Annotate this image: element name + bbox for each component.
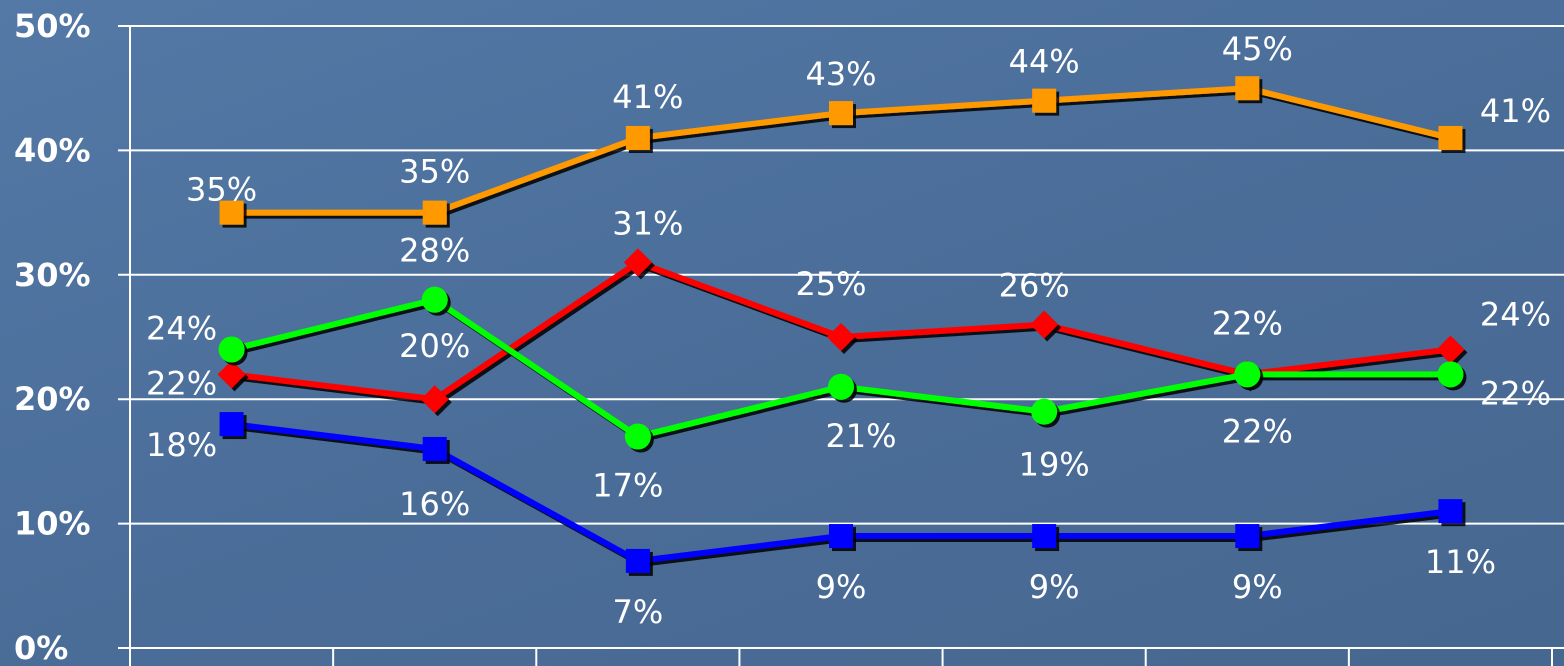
data-label: 35%	[399, 153, 470, 191]
data-label: 41%	[612, 78, 683, 116]
data-label: 31%	[612, 204, 683, 242]
data-point-marker	[219, 200, 244, 225]
data-point-marker	[422, 200, 447, 225]
data-point-marker	[829, 524, 853, 549]
data-label: 7%	[612, 593, 663, 631]
data-point-marker	[1437, 361, 1464, 388]
series-3	[219, 412, 1463, 573]
data-point-marker	[1030, 310, 1059, 339]
data-point-marker	[1436, 335, 1465, 364]
data-label: 22%	[146, 364, 217, 402]
data-label: 19%	[1019, 446, 1090, 484]
data-point-marker	[827, 323, 855, 351]
data-point-marker	[625, 125, 650, 150]
data-point-marker	[625, 548, 650, 573]
y-tick-label: 40%	[14, 131, 91, 169]
data-point-marker	[422, 436, 447, 461]
series-0	[219, 76, 1463, 225]
data-label: 44%	[1009, 43, 1080, 81]
data-label-layer: 35% 35% 41% 43% 44% 45% 41% 22% 20% 31% 25% 26% 22% 2…	[146, 30, 1551, 631]
data-point-marker	[828, 373, 854, 400]
data-label: 24%	[1480, 295, 1551, 333]
data-label: 22%	[1212, 304, 1283, 342]
data-point-marker	[1234, 361, 1261, 388]
data-label: 17%	[592, 467, 663, 505]
data-point-marker	[217, 360, 246, 389]
data-label: 9%	[1232, 568, 1283, 606]
data-label: 28%	[399, 232, 470, 270]
data-point-marker	[1031, 398, 1058, 425]
data-point-marker	[1032, 524, 1057, 549]
data-label: 21%	[825, 417, 896, 455]
data-label: 45%	[1222, 30, 1293, 68]
data-point-marker	[421, 286, 448, 313]
data-point-marker	[624, 423, 651, 450]
data-label: 22%	[1222, 412, 1293, 450]
y-tick-label: 10%	[14, 505, 91, 543]
data-label: 9%	[816, 568, 867, 606]
data-point-marker	[219, 412, 244, 437]
data-label: 24%	[146, 309, 217, 347]
series-layer	[217, 76, 1465, 573]
data-label: 9%	[1029, 568, 1080, 606]
data-label: 18%	[146, 426, 217, 464]
data-point-marker	[420, 385, 449, 414]
data-point-marker	[623, 248, 652, 277]
data-point-marker	[1438, 499, 1463, 524]
data-point-marker	[218, 336, 245, 363]
data-label: 16%	[399, 485, 470, 523]
y-tick-label: 50%	[14, 7, 91, 45]
data-point-marker	[1235, 524, 1260, 549]
data-label: 11%	[1425, 543, 1496, 581]
data-point-marker	[1032, 88, 1057, 113]
data-label: 22%	[1480, 374, 1551, 412]
data-label: 25%	[795, 265, 866, 303]
axis-layer: 0% 10% 20% 30% 40% 50%	[14, 7, 1553, 666]
data-label: 43%	[805, 55, 876, 93]
data-label: 35%	[186, 171, 257, 209]
y-tick-label: 0%	[14, 629, 68, 666]
data-point-marker	[1235, 76, 1260, 101]
data-label: 41%	[1480, 92, 1551, 130]
data-label: 26%	[999, 267, 1070, 305]
y-tick-label: 30%	[14, 256, 91, 294]
y-tick-label: 20%	[14, 380, 91, 418]
data-label: 20%	[399, 327, 470, 365]
data-point-marker	[1438, 125, 1463, 150]
data-point-marker	[829, 101, 853, 126]
series-2	[218, 286, 1464, 450]
